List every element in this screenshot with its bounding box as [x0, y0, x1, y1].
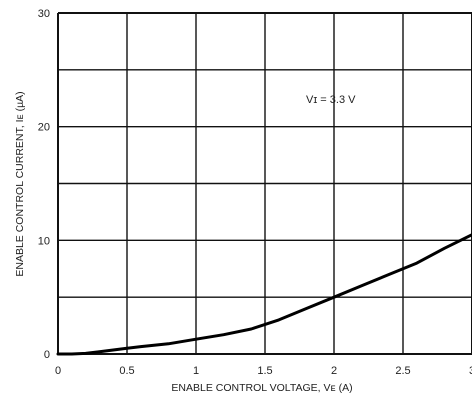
x-tick-label: 0.5 [119, 365, 134, 377]
x-tick-label: 2 [331, 365, 337, 377]
series-layer [56, 233, 472, 356]
y-axis-label: ENABLE CONTROL CURRENT, Iᴇ (µA) [14, 91, 26, 276]
y-tick-label: 30 [38, 8, 50, 20]
x-tick-label: 3 [469, 365, 472, 377]
x-tick-label: 1 [193, 365, 199, 377]
x-tick-label: 2.5 [395, 365, 410, 377]
x-axis-ticks: 0 0.5 1 1.5 2 2.5 3 [55, 365, 472, 377]
grid [57, 12, 472, 355]
x-axis-label: ENABLE CONTROL VOLTAGE, Vᴇ (A) [171, 382, 352, 394]
y-tick-label: 0 [44, 349, 50, 361]
y-tick-label: 20 [38, 122, 50, 134]
series-line [56, 233, 472, 356]
x-tick-label: 0 [55, 365, 61, 377]
y-tick-label: 10 [38, 235, 50, 247]
vi-annotation: Vɪ = 3.3 V [306, 94, 356, 106]
x-tick-label: 1.5 [257, 365, 272, 377]
y-axis-ticks: 0 10 20 30 [38, 8, 50, 361]
